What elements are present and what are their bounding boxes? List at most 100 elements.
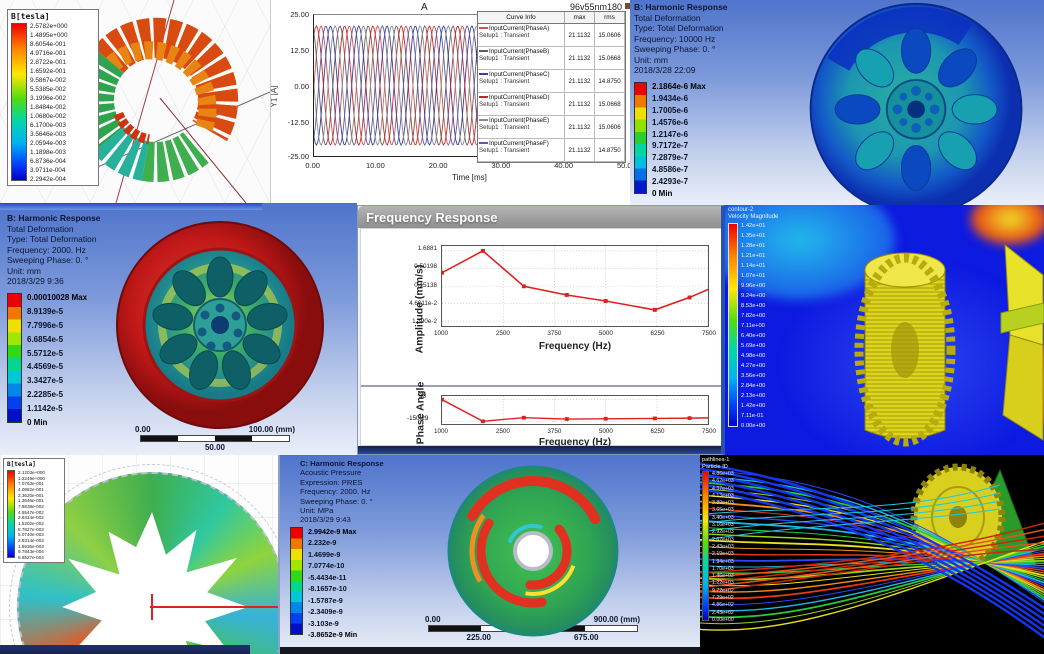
panel-acoustic-pressure[interactable]: C: Harmonic Response Acoustic Pressure Exp… [278,455,700,654]
legend-value: 5.6527e-004 [18,554,44,560]
legend-value: 3.1996e-002 [30,95,66,102]
legend-value: 1.1898e-003 [30,149,66,156]
result-header: B: Harmonic Response Total Deformation Typ… [7,213,101,287]
legend-value: 7.8838e-002 [18,503,44,509]
x-tick: 10.00 [365,161,385,170]
window-edge [0,203,262,210]
legend-value: 2.2942e-004 [30,176,66,183]
curve-rms: 14.8750 [595,70,625,92]
legend-value: 2.9942e-9 Max [308,527,357,536]
x-tick: 6250 [650,330,665,337]
window-titlebar[interactable]: Frequency Response [358,206,721,228]
header-line: Type: Total Deformation [634,23,724,33]
colorbar [7,470,15,558]
legend-value: 2.3620e-001 [18,492,44,498]
legend-value: 2.5782e+000 [30,23,68,30]
curve-row: InputCurrent(PhaseB) Setup1 : Transient … [478,47,625,70]
legend-value: 7.82e+00 [741,313,766,319]
curve-name: InputCurrent(PhaseA) [489,25,550,32]
phase-plot [440,395,713,425]
curve-max: 21.1132 [565,93,595,115]
header-line: Acoustic Pressure [300,468,362,478]
colorbar [702,471,709,621]
y-tick: 0.50198 [414,263,437,271]
legend-value: 9.7172e-7 [652,141,689,151]
legend-value: 2.84e+00 [741,383,766,389]
legend-value: 6.8736e-004 [30,158,66,165]
legend-value: 1.2249e+000 [18,475,45,481]
amplitude-curve [440,246,713,326]
curve-table-header: Curve Info max rms [478,12,625,24]
legend-value: 3.9711e-004 [30,167,66,174]
legend-value: 6.6854e-5 [27,334,64,344]
curve-swatch [479,142,488,145]
legend-value: 3.56e+00 [741,373,766,379]
curve-name: InputCurrent(PhaseF) [489,140,549,147]
header-line: Unit: MPa [300,506,334,516]
legend-value: 2.19e+03 [712,551,734,558]
legend-value: 4.13e+03 [712,492,734,499]
legend-value: 5.5712e-5 [27,348,64,358]
legend-title: B[tesla] [11,12,50,21]
acoustic-disc-render[interactable] [445,463,621,639]
y-tick: 1.390e-2 [412,318,437,325]
phase-curve [440,396,713,424]
wheel-render[interactable] [105,219,335,431]
legend-value: 1.42e+01 [741,223,766,229]
legend-value: 1.4895e+000 [30,32,68,39]
curve-name: InputCurrent(PhaseB) [489,48,550,55]
header-line: B: Harmonic Response [634,2,728,12]
panel-harmonic-10000[interactable]: B: Harmonic Response Total Deformation Typ… [630,0,1044,205]
panel-harmonic-2000[interactable]: B: Harmonic Response Total Deformation Typ… [0,203,357,455]
legend-value: 8.6054e-001 [30,41,66,48]
header-line: B: Harmonic Response [7,213,101,223]
legend-title-line: Velocity Magnitude [728,214,779,220]
field-legend: B[tesla] 2.5782e+000 1.4895e+000 8.6054e-0… [7,9,99,186]
colorbar [728,223,738,427]
y-tick: 25.00 [290,10,309,19]
legend-value: 2.67e+03 [712,536,734,543]
legend-value: 1.6592e-001 [30,68,66,75]
legend-value: 1.42e+00 [741,403,766,409]
header-line: Total Deformation [634,12,701,23]
legend-value: 8.7827e-003 [18,526,44,532]
legend-value: 2.6314e-002 [18,515,44,521]
curve-rms: 15.0606 [595,116,625,138]
legend-values: 4.86e+03 4.62e+03 4.37e+03 4.13e+03 3.89e+03… [712,471,734,623]
coil-field-render[interactable] [86,0,270,203]
legend-value: 4.98e+00 [741,353,766,359]
x-tick: 7500 [701,428,717,435]
gear-and-impeller-render[interactable] [805,215,1044,455]
y-tick: 12.50 [290,46,309,55]
window-edge [358,446,721,454]
curve-row: InputCurrent(PhaseA) Setup1 : Transient … [478,24,625,47]
scale-mid: 50.00 [204,443,226,452]
x-ticks: 0.00 10.00 20.00 30.00 40.00 50.00 [299,161,630,170]
amp-y-ticks: 1.6881 0.50198 0.15138 4.6011e-2 1.390e-2 [405,245,437,325]
x-tick: 6250 [650,428,665,435]
curve-row: InputCurrent(PhaseD) Setup1 : Transient … [478,93,625,116]
legend-value: 1.46e+03 [712,573,734,580]
panel-pathlines[interactable]: pathlines-1 Particle ID 4.86e+03 4.62e+03 4… [700,455,1044,654]
streamlines-render[interactable] [700,455,1044,654]
panel-maxwell-stator[interactable]: B[tesla] 2.1203e+000 1.2249e+000 7.0763e-0… [0,455,278,654]
legend-value: 1.22e+03 [712,580,734,587]
legend-value: 2.43e+03 [712,543,734,550]
legend-value: 2.0594e-003 [30,140,66,147]
legend-value: 4.86e+03 [712,471,734,477]
legend-title-line: Particle ID [702,463,728,470]
legend-value: 1.1142e-5 [27,404,63,413]
legend-value: 3.40e+03 [712,514,734,521]
legend-value: 3.89e+03 [712,500,734,507]
legend-values: 2.1864e-6 Max 1.9434e-6 1.7005e-6 1.4576e-6… [652,82,706,198]
legend-value: 2.1203e+000 [18,470,45,475]
panel-cfd-velocity[interactable]: contour-2 Velocity Magnitude 1.42e+01 1.35… [725,205,1044,455]
curve-rms: 15.0668 [595,93,625,115]
panel-maxwell-coil[interactable]: B[tesla] 2.5782e+000 1.4895e+000 8.6054e-0… [0,0,270,203]
legend-value: 7.2879e-7 [652,153,689,163]
legend-value: 1.4699e-9 [308,549,341,559]
legend-value: 5.0740e-003 [18,532,44,538]
legend-values: 2.1203e+000 1.2249e+000 7.0763e-001 4.0882e… [18,470,45,560]
deformed-wheel-render[interactable] [794,0,1044,205]
